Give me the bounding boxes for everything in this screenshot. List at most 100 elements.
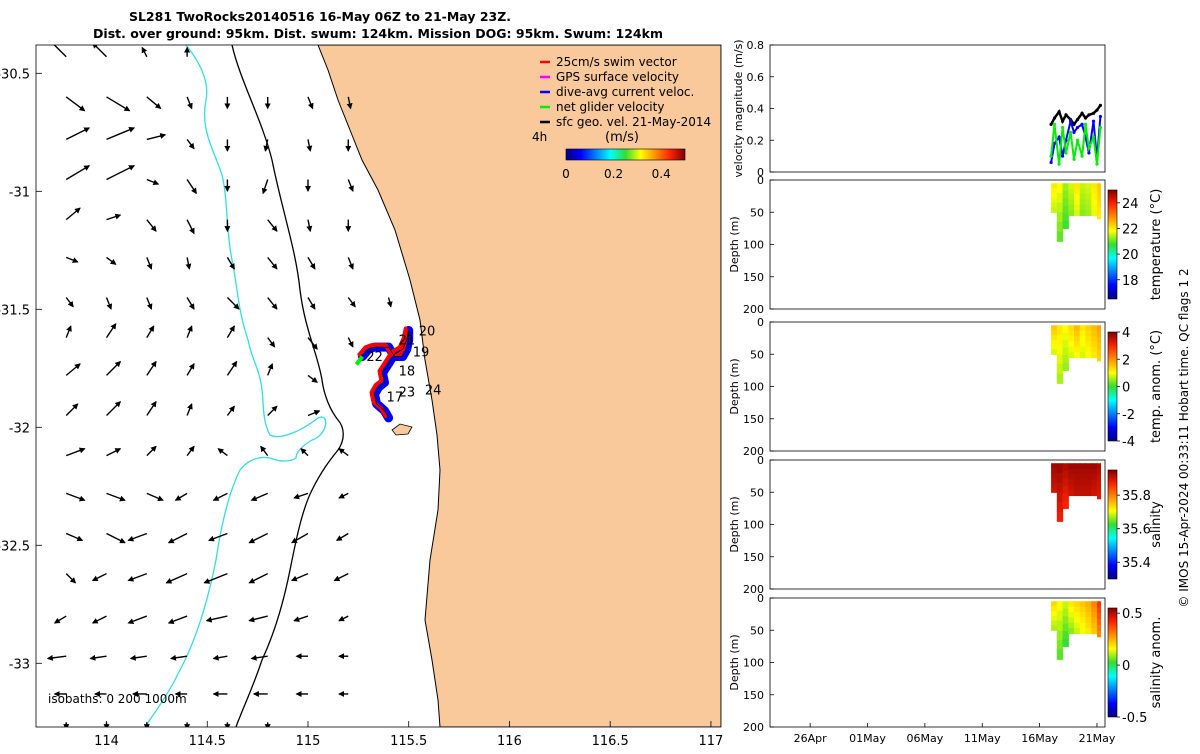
current-arrow — [65, 447, 86, 457]
colorbar-tick-label: 0 — [1122, 659, 1130, 674]
velocity-point — [1060, 119, 1065, 123]
colorbar-tick-label: 35.8 — [1122, 489, 1151, 504]
day-label: 22 — [366, 350, 383, 365]
depth-tick-label: 50 — [750, 348, 764, 361]
section-cell — [1051, 487, 1058, 493]
current-arrow — [217, 448, 228, 457]
velocity-point — [1049, 154, 1053, 158]
section-cell — [1091, 210, 1098, 217]
section-cell — [1062, 205, 1069, 214]
section-cell — [1096, 183, 1102, 190]
section-cell — [1091, 204, 1098, 211]
colorbar-units: (m/s) — [605, 130, 639, 145]
section-cell — [1062, 198, 1069, 207]
section-cell — [1062, 616, 1069, 625]
current-arrow — [106, 532, 126, 544]
temp-anomaly-panel: 0 50 100 150 200 Depth (m) -4 -2 0 2 4 temp. anom. … — [728, 316, 1164, 458]
glider-track-line — [362, 330, 410, 419]
current-arrow — [212, 492, 228, 501]
section-cell — [1074, 463, 1081, 470]
section-cell — [1062, 608, 1069, 617]
section-cell — [1085, 183, 1092, 190]
section-cell — [1074, 484, 1081, 491]
current-arrow — [127, 572, 148, 582]
section-cell — [1056, 192, 1064, 204]
velocity-point — [1087, 113, 1091, 117]
section-cell — [1056, 639, 1064, 651]
section-cell — [1079, 473, 1087, 480]
current-arrow — [170, 654, 188, 661]
section-cell — [1091, 325, 1098, 332]
section-cell — [1056, 344, 1064, 355]
section-cell — [1062, 183, 1069, 192]
section-cell — [1074, 199, 1081, 206]
day-label: 20 — [419, 324, 436, 339]
current-arrow — [306, 219, 313, 233]
depth-tick-label: 0 — [757, 454, 764, 467]
current-arrow — [65, 127, 91, 141]
velocity-y-tick-label: 0.6 — [747, 71, 765, 84]
section-cell — [1056, 601, 1064, 612]
velocity-point — [1080, 111, 1084, 115]
section-cell — [1085, 490, 1092, 497]
net-velocity-mark — [354, 355, 364, 366]
section-cell — [1068, 484, 1075, 491]
depth-tick-label: 200 — [743, 583, 764, 596]
section-cell — [1096, 618, 1102, 626]
glider-track — [354, 326, 414, 423]
temp-anomaly-panel-axes — [769, 321, 1106, 452]
depth-tick-label: 100 — [743, 239, 764, 252]
section-cell — [1074, 622, 1081, 629]
current-arrow — [106, 165, 136, 181]
map-legend: 25cm/s swim vector GPS surface velocity … — [532, 55, 711, 181]
current-arrow — [260, 445, 269, 457]
section-cell — [1085, 188, 1092, 195]
current-arrow — [293, 492, 309, 500]
section-cell — [1091, 352, 1098, 359]
section-cell — [1085, 617, 1092, 624]
current-arrow — [146, 492, 164, 502]
current-arrow — [106, 492, 126, 502]
velocity-point — [1064, 151, 1068, 155]
section-cell — [1074, 325, 1081, 332]
vector-time-note: 4h — [532, 130, 547, 144]
current-arrow — [146, 445, 157, 457]
section-cell — [1091, 341, 1098, 348]
section-cell — [1056, 363, 1064, 375]
map-x-tick-label: 117 — [699, 734, 724, 749]
section-cell — [1074, 611, 1081, 618]
velocity-point — [1087, 151, 1091, 155]
section-cell — [1051, 610, 1058, 617]
section-cell — [1056, 334, 1064, 346]
speed-colorbar-tick-label: 0 — [562, 167, 570, 181]
map-y-tick-label: -32.5 — [0, 539, 30, 554]
figure-title-line1: SL281 TwoRocks20140516 16-May 06Z to 21-… — [129, 9, 511, 24]
depth-axis-label: Depth (m) — [728, 496, 741, 552]
legend-label-dac: dive-avg current veloc. — [556, 85, 694, 99]
current-arrow — [65, 297, 74, 308]
section-cell — [1074, 468, 1081, 475]
current-arrow — [335, 532, 349, 541]
section-cell — [1091, 188, 1098, 195]
current-arrow — [141, 46, 148, 58]
velocity-point — [1091, 135, 1096, 139]
section-cell — [1091, 628, 1098, 635]
section-cell — [1079, 193, 1087, 200]
section-cell — [1091, 484, 1098, 491]
velocity-series-line — [1050, 116, 1102, 163]
section-cell — [1056, 221, 1064, 233]
section-cell — [1062, 638, 1069, 647]
section-cell — [1074, 473, 1081, 480]
velocity-point — [1075, 138, 1080, 142]
section-cell — [1079, 617, 1087, 624]
legend-gps-velocity: GPS surface velocity — [540, 70, 679, 84]
current-arrow — [307, 409, 321, 417]
section-cell — [1074, 193, 1081, 200]
current-arrow — [226, 325, 235, 338]
current-arrow — [65, 207, 81, 221]
depth-tick-label: 200 — [743, 721, 764, 734]
velocity-point — [1072, 130, 1076, 134]
current-arrow — [338, 448, 349, 457]
